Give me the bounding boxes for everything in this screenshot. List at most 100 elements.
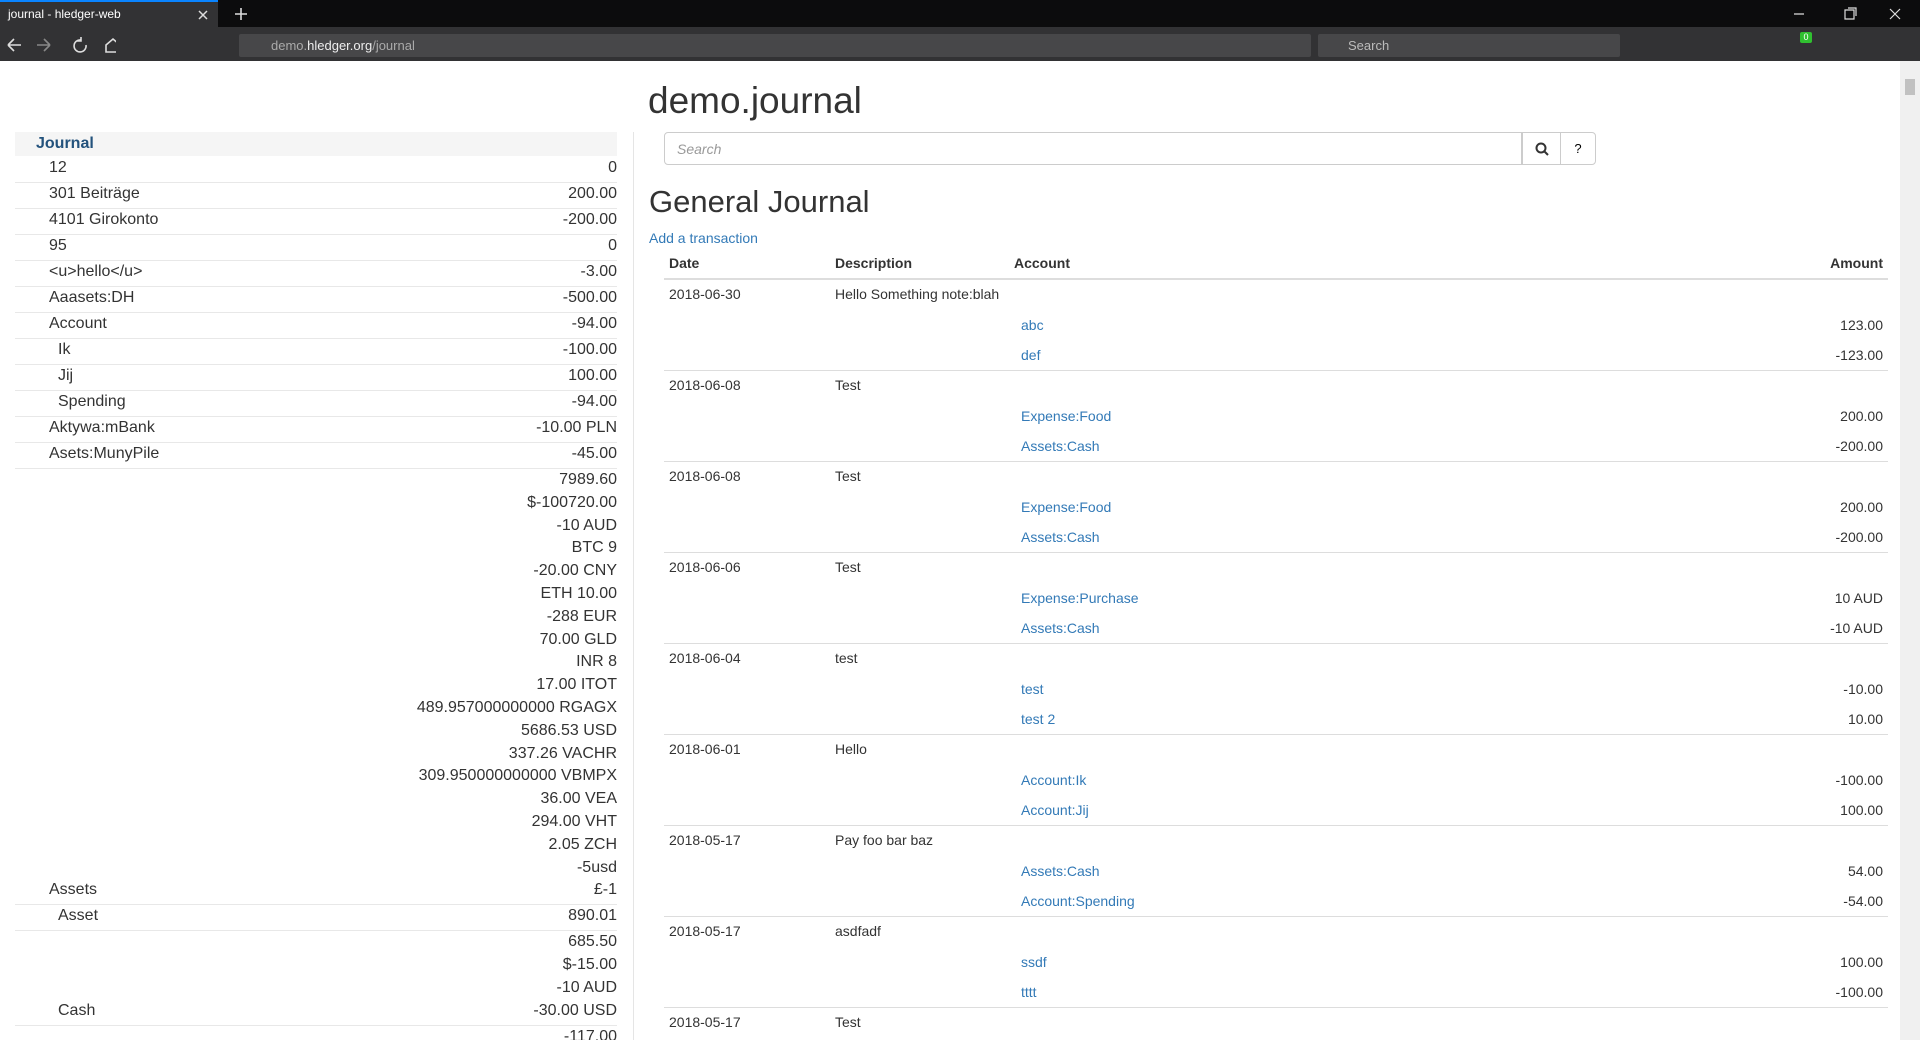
sidebar-account[interactable]: Aktywa:mBank: [49, 419, 155, 436]
url-bar[interactable]: demo.hledger.org/journal: [239, 34, 1311, 57]
posting-account[interactable]: ssdf: [1021, 954, 1047, 970]
sidebar-amount: -45.00: [571, 445, 617, 462]
posting-amount: 123.00: [1840, 317, 1883, 333]
transaction-date: 2018-06-08: [669, 468, 741, 484]
nav-buttons[interactable]: [6, 36, 116, 54]
posting-amount: 200.00: [1840, 408, 1883, 424]
sidebar-account[interactable]: Cash: [58, 1001, 96, 1019]
transaction-rule: [664, 734, 1888, 735]
sidebar-amount: -3.00: [580, 263, 617, 280]
sidebar-amount: -30.00 USD: [533, 1001, 617, 1019]
posting-account[interactable]: def: [1021, 347, 1041, 363]
sidebar-amount: INR 8: [576, 653, 617, 671]
transaction-date: 2018-05-17: [669, 832, 741, 848]
help-button[interactable]: ?: [1560, 132, 1596, 165]
transaction-description: Hello Something note:blah: [835, 286, 1000, 302]
posting-amount: -54.00: [1843, 893, 1883, 909]
sidebar-account[interactable]: 12: [49, 159, 67, 176]
posting-account[interactable]: Account:Ik: [1021, 772, 1087, 788]
tab-close[interactable]: [198, 10, 208, 20]
sidebar-amount: 100.00: [568, 367, 617, 384]
sidebar-amount: 0: [608, 237, 617, 254]
posting-amount: 200.00: [1840, 499, 1883, 515]
sidebar-account[interactable]: Jij: [58, 367, 74, 384]
sidebar-amount: -94.00: [571, 315, 617, 332]
transaction-description: Test: [835, 559, 861, 575]
sidebar-rule: [15, 930, 617, 932]
sidebar-amount: -100.00: [562, 341, 617, 358]
sidebar-rule: [15, 338, 617, 339]
new-tab[interactable]: [234, 7, 248, 21]
sidebar-account[interactable]: Account: [49, 315, 107, 332]
sidebar-account[interactable]: Ik: [58, 341, 71, 358]
sidebar-amount: 2.05 ZCH: [548, 835, 617, 853]
sidebar-divider: [633, 132, 634, 1040]
sidebar-amount: 489.957000000000 RGAGX: [416, 699, 617, 716]
sidebar-rule: [15, 286, 617, 287]
transaction-description: Test: [835, 1014, 861, 1030]
sidebar-amount: -94.00: [571, 393, 617, 410]
sidebar-amount: -10 AUD: [556, 516, 617, 534]
transaction-rule: [664, 916, 1888, 917]
search-placeholder: Search: [677, 141, 722, 157]
posting-amount: 10.00: [1847, 711, 1883, 727]
sidebar-rule: [15, 312, 617, 313]
transaction-description: Hello: [835, 741, 867, 757]
posting-account[interactable]: Account:Jij: [1021, 802, 1089, 818]
posting-account[interactable]: abc: [1021, 317, 1044, 333]
sidebar-account[interactable]: <u>hello</u>: [49, 263, 143, 280]
posting-account[interactable]: Expense:Purchase: [1021, 590, 1139, 606]
sidebar-account[interactable]: Aaasets:DH: [49, 289, 135, 306]
sidebar-rule: [15, 182, 617, 183]
header-rule: [664, 278, 1888, 280]
sidebar-account[interactable]: 4101 Girokonto: [49, 211, 159, 228]
tab-bar: [0, 0, 1920, 27]
sidebar-account[interactable]: Assets: [49, 881, 98, 899]
transaction-rule: [664, 825, 1888, 826]
search-input[interactable]: Search: [664, 132, 1522, 165]
sidebar-amount: ETH 10.00: [540, 585, 617, 602]
sidebar-account[interactable]: Spending: [58, 393, 126, 410]
url-part: demo.: [271, 38, 308, 53]
sidebar-rule: [15, 1024, 617, 1026]
posting-account[interactable]: test: [1021, 681, 1044, 697]
sidebar-amount: 337.26 VACHR: [508, 744, 617, 762]
posting-account[interactable]: Assets:Cash: [1021, 620, 1100, 636]
sidebar-amount: -117.00: [563, 1027, 617, 1040]
posting-amount: 54.00: [1847, 863, 1883, 879]
posting-account[interactable]: Expense:Food: [1021, 499, 1112, 515]
sidebar-account[interactable]: 95: [49, 237, 67, 254]
posting-account[interactable]: Account:Spending: [1021, 893, 1135, 909]
transaction-description: asdfadf: [835, 923, 881, 939]
column-header: Description: [835, 255, 913, 271]
sidebar-account[interactable]: Asset: [58, 907, 99, 925]
posting-account[interactable]: test 2: [1021, 711, 1056, 727]
browser-search[interactable]: Search: [1318, 34, 1620, 57]
sidebar-amount: 685.50: [568, 933, 617, 951]
posting-amount: -123.00: [1835, 347, 1883, 363]
transaction-date: 2018-06-06: [669, 559, 741, 575]
transaction-description: test: [835, 650, 858, 666]
transaction-rule: [664, 552, 1888, 553]
sidebar-account[interactable]: Asets:MunyPile: [49, 445, 160, 462]
sidebar-account[interactable]: 301 Beiträge: [49, 185, 140, 202]
posting-amount: -200.00: [1835, 438, 1883, 454]
search-button[interactable]: [1522, 132, 1561, 165]
add-transaction[interactable]: Add a transaction: [649, 230, 758, 246]
posting-account[interactable]: Assets:Cash: [1021, 438, 1100, 454]
sidebar-title[interactable]: Journal: [36, 135, 94, 152]
window-controls[interactable]: [1790, 6, 1910, 22]
transaction-rule: [664, 643, 1888, 644]
sidebar-amount: 70.00 GLD: [539, 630, 617, 648]
url-part: hledger.org: [307, 38, 373, 53]
sidebar-amount: 890.01: [568, 907, 617, 925]
tab[interactable]: journal - hledger-web: [0, 0, 218, 27]
transaction-date: 2018-05-17: [669, 1014, 741, 1030]
posting-account[interactable]: Assets:Cash: [1021, 863, 1100, 879]
posting-account[interactable]: Expense:Food: [1021, 408, 1112, 424]
scrollbar[interactable]: [1900, 61, 1920, 1040]
posting-account[interactable]: Assets:Cash: [1021, 529, 1100, 545]
posting-account[interactable]: tttt: [1021, 984, 1037, 1000]
column-header: Account: [1014, 255, 1070, 271]
posting-amount: 100.00: [1840, 802, 1883, 818]
